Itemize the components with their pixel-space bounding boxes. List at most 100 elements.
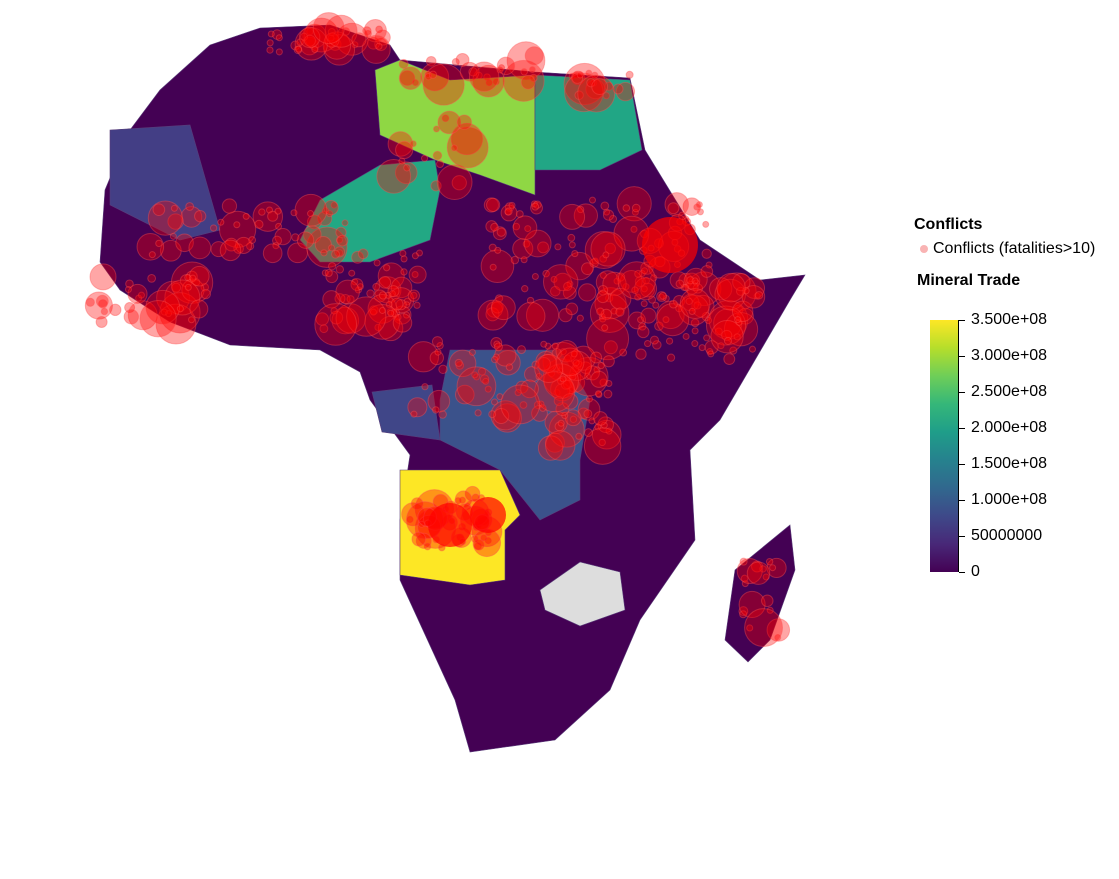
conflict-marker[interactable]	[428, 70, 438, 79]
conflict-marker[interactable]	[387, 309, 395, 317]
conflict-marker[interactable]	[544, 342, 552, 350]
conflict-marker[interactable]	[175, 233, 194, 253]
conflict-marker[interactable]	[504, 202, 515, 212]
conflict-marker[interactable]	[483, 197, 500, 213]
conflict-marker[interactable]	[170, 204, 178, 212]
conflict-marker[interactable]	[383, 264, 391, 272]
conflict-marker[interactable]	[602, 92, 610, 100]
conflict-marker[interactable]	[420, 62, 450, 92]
conflict-marker[interactable]	[577, 74, 616, 113]
conflict-marker[interactable]	[555, 402, 570, 417]
conflict-marker[interactable]	[378, 291, 388, 300]
conflict-marker[interactable]	[500, 204, 518, 222]
conflict-marker[interactable]	[523, 366, 541, 383]
conflict-marker[interactable]	[456, 366, 497, 407]
conflict-marker[interactable]	[553, 364, 561, 372]
conflict-marker[interactable]	[392, 313, 413, 333]
conflict-marker[interactable]	[160, 308, 168, 316]
conflict-marker[interactable]	[566, 280, 574, 288]
conflict-marker[interactable]	[534, 353, 564, 384]
conflict-marker[interactable]	[415, 532, 432, 549]
conflict-marker[interactable]	[669, 299, 678, 309]
conflict-marker[interactable]	[656, 291, 668, 302]
conflict-marker[interactable]	[751, 560, 764, 573]
conflict-marker[interactable]	[422, 63, 465, 106]
conflict-marker[interactable]	[407, 341, 440, 373]
conflict-marker[interactable]	[563, 62, 606, 106]
conflict-marker[interactable]	[735, 286, 746, 296]
conflict-marker[interactable]	[386, 308, 394, 316]
conflict-marker[interactable]	[570, 345, 596, 371]
conflict-marker[interactable]	[692, 279, 700, 287]
conflict-marker[interactable]	[567, 386, 575, 394]
conflict-marker[interactable]	[531, 360, 540, 369]
conflict-marker[interactable]	[468, 348, 476, 356]
conflict-marker[interactable]	[147, 200, 183, 236]
conflict-marker[interactable]	[603, 389, 613, 399]
conflict-marker[interactable]	[366, 289, 375, 298]
conflict-marker[interactable]	[385, 301, 393, 309]
conflict-marker[interactable]	[577, 398, 601, 421]
conflict-marker[interactable]	[610, 307, 618, 315]
conflict-marker[interactable]	[125, 279, 134, 289]
conflict-marker[interactable]	[233, 221, 241, 229]
conflict-marker[interactable]	[762, 573, 770, 581]
conflict-marker[interactable]	[633, 277, 658, 301]
conflict-marker[interactable]	[274, 207, 282, 215]
conflict-marker[interactable]	[200, 283, 210, 292]
conflict-marker[interactable]	[659, 292, 667, 300]
conflict-marker[interactable]	[413, 301, 421, 309]
conflict-marker[interactable]	[425, 55, 437, 67]
conflict-marker[interactable]	[537, 356, 551, 371]
conflict-marker[interactable]	[408, 265, 427, 284]
conflict-marker[interactable]	[170, 261, 214, 304]
conflict-marker[interactable]	[506, 41, 546, 80]
conflict-marker[interactable]	[304, 17, 339, 53]
conflict-marker[interactable]	[194, 209, 207, 223]
conflict-marker[interactable]	[95, 294, 109, 308]
conflict-marker[interactable]	[622, 283, 630, 291]
conflict-marker[interactable]	[189, 274, 197, 282]
conflict-marker[interactable]	[179, 274, 194, 288]
conflict-marker[interactable]	[568, 356, 609, 397]
conflict-marker[interactable]	[474, 409, 482, 417]
conflict-marker[interactable]	[679, 288, 711, 319]
conflict-marker[interactable]	[346, 296, 387, 337]
conflict-marker[interactable]	[492, 353, 500, 361]
conflict-marker[interactable]	[454, 497, 462, 505]
conflict-marker[interactable]	[593, 366, 601, 374]
country-egypt[interactable]	[534, 74, 643, 171]
conflict-marker[interactable]	[306, 214, 322, 230]
conflict-marker[interactable]	[357, 248, 369, 260]
conflict-marker[interactable]	[698, 344, 706, 352]
conflict-marker[interactable]	[605, 427, 613, 435]
conflict-marker[interactable]	[348, 269, 356, 277]
conflict-marker[interactable]	[531, 202, 540, 211]
conflict-marker[interactable]	[136, 233, 165, 261]
conflict-marker[interactable]	[714, 278, 747, 311]
conflict-marker[interactable]	[210, 241, 227, 258]
conflict-marker[interactable]	[681, 293, 700, 312]
conflict-marker[interactable]	[489, 263, 497, 271]
conflict-marker[interactable]	[424, 73, 433, 81]
conflict-marker[interactable]	[325, 270, 339, 284]
conflict-marker[interactable]	[649, 335, 659, 345]
conflict-marker[interactable]	[486, 197, 501, 212]
conflict-marker[interactable]	[705, 305, 747, 346]
conflict-marker[interactable]	[471, 371, 479, 379]
conflict-marker[interactable]	[581, 262, 594, 276]
conflict-marker[interactable]	[561, 393, 579, 410]
conflict-marker[interactable]	[526, 296, 535, 305]
conflict-marker[interactable]	[601, 324, 609, 332]
conflict-marker[interactable]	[692, 283, 704, 294]
conflict-marker[interactable]	[591, 257, 599, 265]
conflict-marker[interactable]	[296, 38, 304, 46]
conflict-marker[interactable]	[324, 14, 358, 48]
conflict-marker[interactable]	[594, 390, 602, 398]
conflict-marker[interactable]	[690, 318, 700, 328]
conflict-marker[interactable]	[523, 229, 552, 258]
conflict-marker[interactable]	[504, 207, 513, 216]
conflict-marker[interactable]	[327, 34, 335, 42]
conflict-marker[interactable]	[729, 346, 738, 355]
conflict-marker[interactable]	[410, 497, 424, 510]
